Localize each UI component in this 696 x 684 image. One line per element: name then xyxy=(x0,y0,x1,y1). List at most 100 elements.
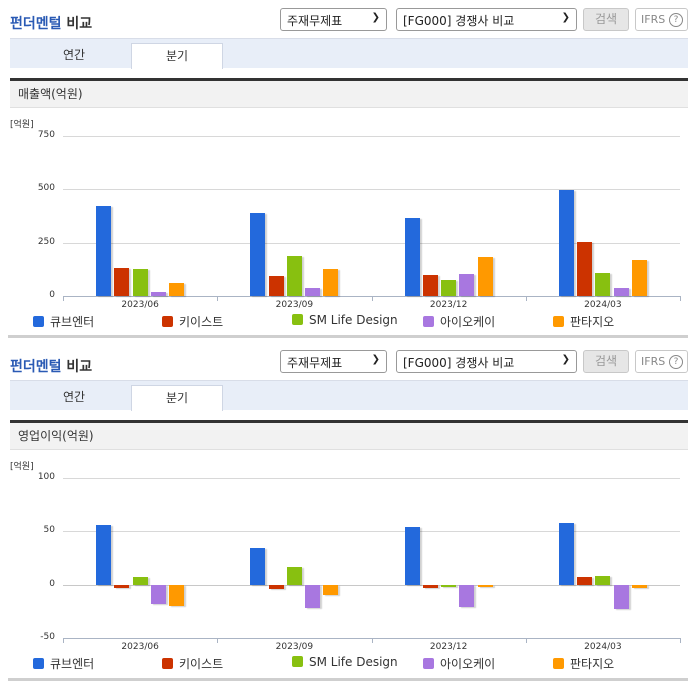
x-tick xyxy=(680,296,681,301)
legend-item: 판타지오 xyxy=(553,655,614,672)
section-title: 펀더멘털 비교 xyxy=(10,359,93,375)
ifrs-button[interactable]: IFRS? xyxy=(635,8,688,31)
gridline xyxy=(63,242,680,244)
legend-item: 큐브엔터 xyxy=(33,655,94,672)
x-tick xyxy=(525,638,527,643)
bar-3 xyxy=(459,584,475,608)
legend-item: 아이오케이 xyxy=(423,655,495,672)
legend-item: 키이스트 xyxy=(162,313,223,330)
bar-3 xyxy=(613,584,629,610)
bar-1 xyxy=(577,577,593,585)
x-tick-label: 2023/12 xyxy=(429,300,468,310)
help-icon: ? xyxy=(669,355,683,369)
x-tick xyxy=(63,296,64,301)
chevron-down-icon: ❯ xyxy=(371,12,380,23)
bar-0 xyxy=(250,213,266,296)
bar-4 xyxy=(169,584,185,606)
legend-swatch-icon xyxy=(162,658,173,669)
bar-4 xyxy=(477,584,493,587)
bar-2 xyxy=(441,280,457,296)
chevron-down-icon: ❯ xyxy=(561,12,570,23)
bar-2 xyxy=(132,577,148,585)
tab-annual[interactable]: 연간 xyxy=(62,390,86,404)
y-tick-label: 500 xyxy=(37,183,55,194)
x-tick-label: 2023/06 xyxy=(121,300,159,310)
bar-4 xyxy=(631,584,647,588)
search-button[interactable]: 검색 xyxy=(583,8,629,31)
bar-3 xyxy=(613,287,629,296)
y-tick-label: -50 xyxy=(40,632,55,642)
bar-4 xyxy=(631,259,647,296)
bar-2 xyxy=(441,584,457,587)
bar-2 xyxy=(595,272,611,296)
bar-1 xyxy=(268,275,284,296)
legend-label: SM Life Design xyxy=(309,313,398,327)
y-tick-label: 100 xyxy=(37,472,55,482)
x-tick xyxy=(371,296,373,301)
bar-0 xyxy=(250,548,266,585)
compare-group-select[interactable]: [FG000] 경쟁사 비교 ❯ xyxy=(396,8,577,31)
x-tick-label: 2024/03 xyxy=(584,642,622,652)
gridline xyxy=(63,478,680,479)
legend-label: 큐브엔터 xyxy=(50,657,95,671)
bar-2 xyxy=(286,566,302,585)
bar-1 xyxy=(577,242,593,296)
statement-type-select[interactable]: 주재무제표 ❯ xyxy=(280,8,387,31)
bar-0 xyxy=(404,527,420,585)
operating-profit-chart: [억원] -50 0 50 100 2023/06 2023/09 2023/12 2024/0… xyxy=(0,450,696,652)
legend-swatch-icon xyxy=(162,316,173,327)
section-title: 펀더멘털 비교 xyxy=(10,16,93,32)
fundamental-compare-section-op-profit: 펀더멘털 비교 주재무제표 ❯ [FG000] 경쟁사 비교 ❯ 검색 IFRS? … xyxy=(0,342,696,684)
search-button[interactable]: 검색 xyxy=(583,350,629,373)
bar-1 xyxy=(422,584,438,588)
statement-type-select[interactable]: 주재무제표 ❯ xyxy=(280,350,387,373)
y-tick-label: 50 xyxy=(43,525,55,536)
ifrs-button[interactable]: IFRS? xyxy=(635,350,688,373)
bar-4 xyxy=(323,268,339,296)
x-tick-label: 2023/09 xyxy=(275,642,314,652)
tab-quarterly[interactable]: 분기 xyxy=(131,385,223,411)
section-header: 펀더멘털 비교 주재무제표 ❯ [FG000] 경쟁사 비교 ❯ 검색 IFRS? xyxy=(0,342,696,380)
legend-item: 키이스트 xyxy=(162,655,223,672)
compare-group-select[interactable]: [FG000] 경쟁사 비교 ❯ xyxy=(396,350,577,373)
x-tick-label: 2024/03 xyxy=(584,300,622,310)
legend-label: 키이스트 xyxy=(179,315,224,329)
y-tick-label: 0 xyxy=(49,290,55,300)
bar-1 xyxy=(114,268,130,296)
legend-label: 아이오케이 xyxy=(440,315,496,329)
legend-label: 큐브엔터 xyxy=(50,315,95,329)
legend-item: 큐브엔터 xyxy=(33,313,94,330)
x-tick-label: 2023/09 xyxy=(275,300,314,310)
legend-label: 키이스트 xyxy=(179,657,224,671)
x-tick xyxy=(525,296,527,301)
zero-line xyxy=(63,584,680,586)
x-tick-label: 2023/06 xyxy=(121,642,159,652)
x-tick xyxy=(217,296,219,301)
legend-swatch-icon xyxy=(553,316,564,327)
gridline xyxy=(63,189,680,191)
x-tick xyxy=(217,638,219,643)
gridline xyxy=(63,531,680,533)
bar-4 xyxy=(169,282,185,296)
tab-quarterly[interactable]: 분기 xyxy=(131,43,223,69)
panel-title: 영업이익(억원) xyxy=(10,420,688,450)
bar-0 xyxy=(404,217,420,296)
x-tick-label: 2023/12 xyxy=(429,642,468,652)
bar-1 xyxy=(114,584,130,588)
legend-item: SM Life Design xyxy=(292,313,398,327)
legend-swatch-icon xyxy=(33,316,44,327)
bar-2 xyxy=(132,268,148,296)
bar-1 xyxy=(422,275,438,296)
section-header: 펀더멘털 비교 주재무제표 ❯ [FG000] 경쟁사 비교 ❯ 검색 IFRS? xyxy=(0,0,696,38)
tab-annual[interactable]: 연간 xyxy=(62,48,86,62)
chevron-down-icon: ❯ xyxy=(371,354,380,365)
legend-swatch-icon xyxy=(423,658,434,669)
y-tick-label: 250 xyxy=(37,236,55,247)
bar-4 xyxy=(323,584,339,596)
gridline xyxy=(63,136,680,137)
y-tick-label: 750 xyxy=(37,130,55,140)
bar-3 xyxy=(150,584,166,604)
bar-2 xyxy=(286,256,302,296)
legend-label: 판타지오 xyxy=(570,315,615,329)
chart-legend: 큐브엔터 키이스트 SM Life Design 아이오케이 판타지오 xyxy=(0,655,696,673)
